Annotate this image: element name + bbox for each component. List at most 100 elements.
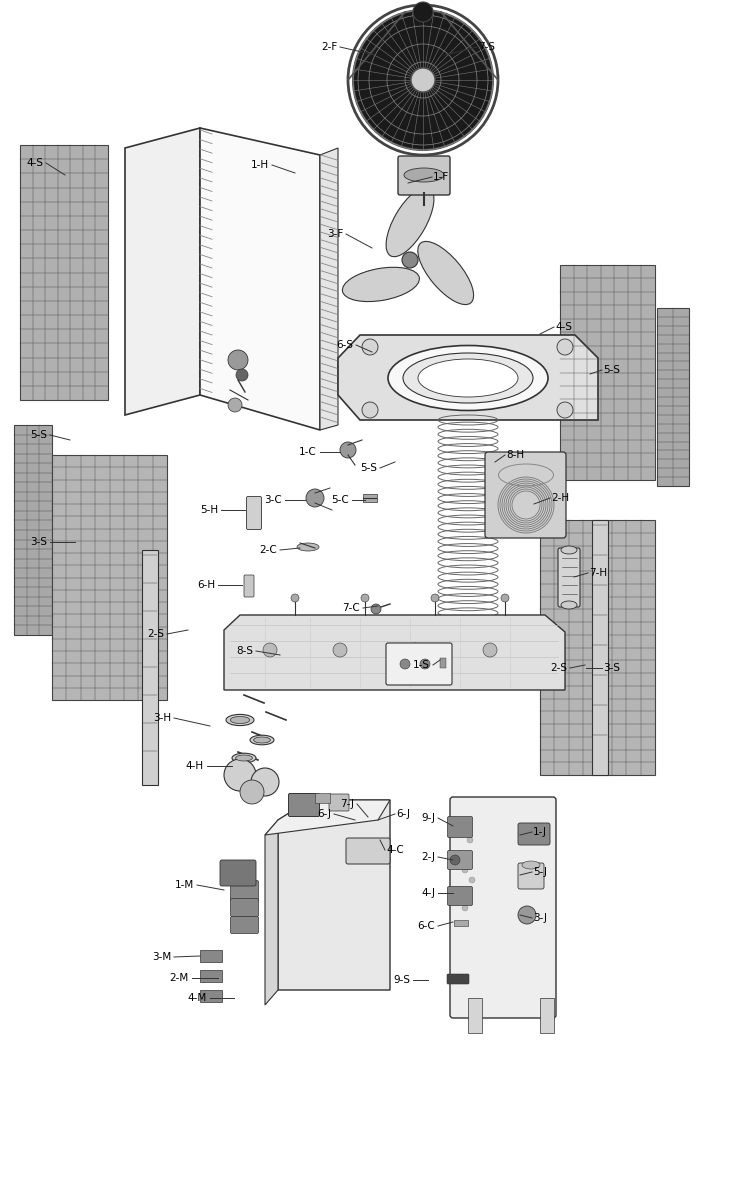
Circle shape xyxy=(483,643,497,658)
Circle shape xyxy=(557,338,573,355)
FancyBboxPatch shape xyxy=(450,797,556,1018)
Circle shape xyxy=(462,866,468,874)
Circle shape xyxy=(501,594,509,602)
FancyBboxPatch shape xyxy=(558,548,580,607)
Text: 2-M: 2-M xyxy=(170,973,189,983)
FancyBboxPatch shape xyxy=(231,899,259,917)
Text: 5-H: 5-H xyxy=(200,505,218,515)
Text: 7-S: 7-S xyxy=(478,42,495,52)
Text: 2-S: 2-S xyxy=(550,662,567,673)
Ellipse shape xyxy=(297,542,319,551)
Text: 8-S: 8-S xyxy=(236,646,253,656)
Bar xyxy=(20,145,108,400)
Text: 4-S: 4-S xyxy=(555,322,572,332)
Circle shape xyxy=(228,350,248,370)
Ellipse shape xyxy=(522,862,540,869)
Text: 2-S: 2-S xyxy=(147,629,164,638)
Text: 4-S: 4-S xyxy=(26,158,43,168)
Ellipse shape xyxy=(235,755,253,761)
FancyBboxPatch shape xyxy=(247,497,262,529)
Text: 1-C: 1-C xyxy=(299,446,317,457)
FancyBboxPatch shape xyxy=(518,863,544,889)
Circle shape xyxy=(362,338,378,355)
Text: 2-J: 2-J xyxy=(421,852,435,862)
FancyBboxPatch shape xyxy=(329,794,349,811)
Circle shape xyxy=(291,594,299,602)
Polygon shape xyxy=(320,148,338,430)
Circle shape xyxy=(402,252,418,268)
Text: 3-F: 3-F xyxy=(327,229,343,239)
FancyBboxPatch shape xyxy=(244,575,254,596)
Text: 6-H: 6-H xyxy=(197,580,215,590)
Bar xyxy=(200,990,222,1002)
Circle shape xyxy=(251,768,279,796)
Circle shape xyxy=(371,604,381,614)
Text: 7-C: 7-C xyxy=(342,602,360,613)
Text: 2-F: 2-F xyxy=(321,42,337,52)
Text: 6-J: 6-J xyxy=(317,809,331,818)
FancyBboxPatch shape xyxy=(447,974,469,984)
Ellipse shape xyxy=(253,737,271,743)
Text: 1-M: 1-M xyxy=(174,880,194,890)
Ellipse shape xyxy=(418,241,474,305)
Bar xyxy=(200,950,222,962)
FancyBboxPatch shape xyxy=(386,643,452,685)
Circle shape xyxy=(224,758,256,791)
FancyBboxPatch shape xyxy=(447,887,472,906)
Bar xyxy=(540,520,655,775)
Circle shape xyxy=(263,643,277,658)
Text: 1-F: 1-F xyxy=(433,172,449,182)
Polygon shape xyxy=(265,800,390,835)
Bar xyxy=(315,793,330,803)
FancyBboxPatch shape xyxy=(231,881,259,901)
Ellipse shape xyxy=(386,187,434,257)
FancyBboxPatch shape xyxy=(398,156,450,194)
Circle shape xyxy=(340,442,356,458)
Bar xyxy=(592,520,608,775)
Text: 8-H: 8-H xyxy=(506,450,524,460)
Circle shape xyxy=(240,780,264,804)
Text: 4-C: 4-C xyxy=(386,845,404,854)
Text: 3-M: 3-M xyxy=(152,952,171,962)
Ellipse shape xyxy=(403,353,533,403)
FancyBboxPatch shape xyxy=(289,793,320,816)
Circle shape xyxy=(306,490,324,506)
Circle shape xyxy=(411,68,435,92)
Polygon shape xyxy=(200,128,320,430)
Ellipse shape xyxy=(250,736,274,745)
Text: 9-S: 9-S xyxy=(393,974,410,985)
Bar xyxy=(200,970,222,982)
FancyBboxPatch shape xyxy=(231,917,259,934)
Circle shape xyxy=(450,854,460,865)
Polygon shape xyxy=(278,800,390,990)
Text: 4-H: 4-H xyxy=(186,761,204,770)
Circle shape xyxy=(400,659,410,670)
Circle shape xyxy=(353,10,493,150)
FancyBboxPatch shape xyxy=(447,816,472,838)
FancyBboxPatch shape xyxy=(220,860,256,886)
Circle shape xyxy=(228,398,242,412)
FancyBboxPatch shape xyxy=(447,851,472,870)
Circle shape xyxy=(431,594,439,602)
Bar xyxy=(142,550,158,785)
FancyBboxPatch shape xyxy=(485,452,566,538)
Text: 2-H: 2-H xyxy=(551,493,569,503)
FancyBboxPatch shape xyxy=(518,823,550,845)
Text: 1-H: 1-H xyxy=(251,160,269,170)
Text: 5-J: 5-J xyxy=(533,866,547,877)
Circle shape xyxy=(333,643,347,658)
Circle shape xyxy=(361,594,369,602)
Bar xyxy=(560,265,655,480)
Bar xyxy=(540,998,554,1033)
Text: 7-J: 7-J xyxy=(340,799,354,809)
Circle shape xyxy=(518,906,536,924)
Text: 1-J: 1-J xyxy=(533,827,547,838)
Text: 6-C: 6-C xyxy=(417,922,435,931)
Text: 6-S: 6-S xyxy=(336,340,353,350)
Bar xyxy=(468,998,482,1033)
Text: 3-C: 3-C xyxy=(264,494,282,505)
Text: 4-M: 4-M xyxy=(188,994,207,1003)
Circle shape xyxy=(408,643,422,658)
Text: 5-S: 5-S xyxy=(360,463,377,473)
Ellipse shape xyxy=(388,346,548,410)
